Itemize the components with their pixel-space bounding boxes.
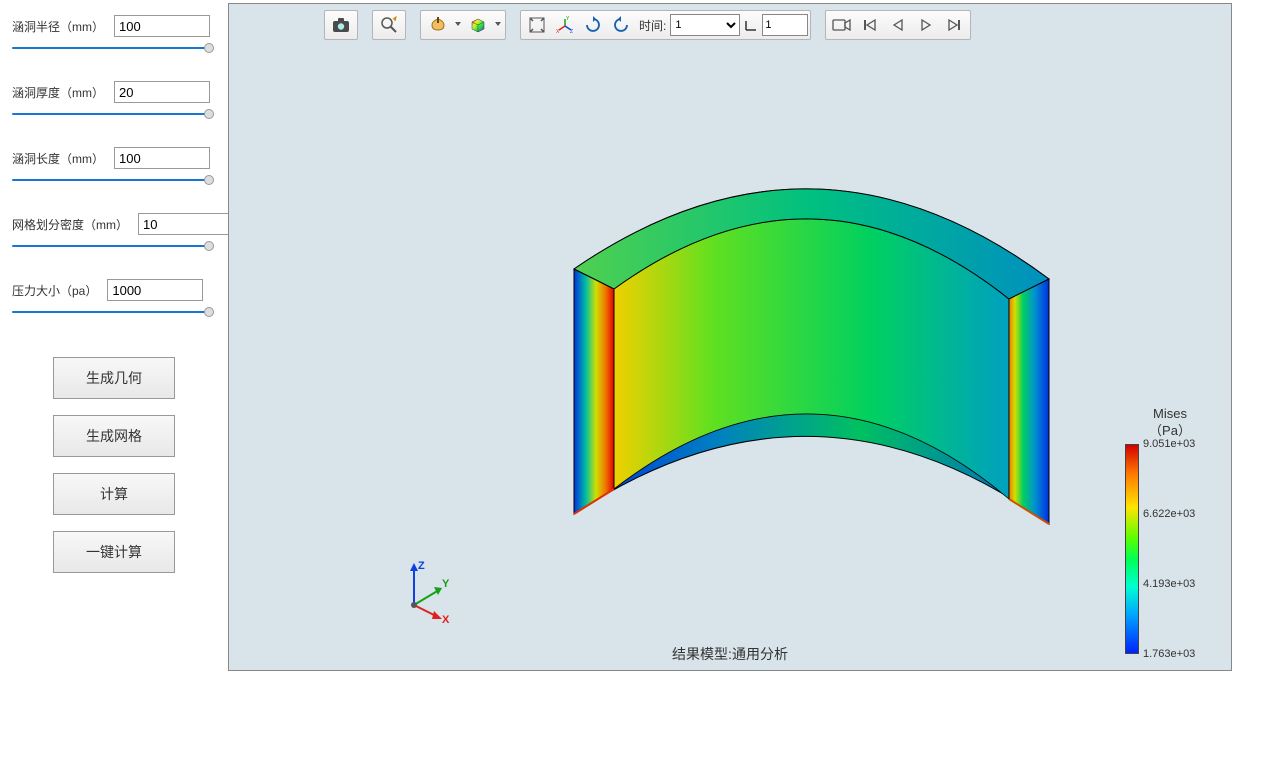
- axis-view-button[interactable]: YZX: [551, 12, 579, 38]
- axis-triad: Z Y X: [394, 555, 464, 625]
- paint-dropdown-button[interactable]: [423, 12, 463, 38]
- last-frame-button[interactable]: [940, 12, 968, 38]
- frame-spin[interactable]: [762, 14, 808, 36]
- param-input[interactable]: [114, 147, 210, 169]
- time-label: 时间:: [635, 17, 670, 34]
- prev-frame-button[interactable]: [884, 12, 912, 38]
- svg-text:Y: Y: [442, 578, 450, 590]
- cube-dropdown-button[interactable]: [463, 12, 503, 38]
- colorbar-title: Mises （Pa）: [1125, 406, 1215, 440]
- param-input[interactable]: [114, 15, 210, 37]
- svg-text:Y: Y: [566, 16, 570, 22]
- param-group-3: 网格划分密度（mm）: [12, 213, 216, 251]
- param-label: 涵洞厚度（mm）: [12, 84, 104, 101]
- generate-mesh-button[interactable]: 生成网格: [53, 415, 175, 457]
- first-frame-button[interactable]: [856, 12, 884, 38]
- rotate-ccw-button[interactable]: [607, 12, 635, 38]
- param-input[interactable]: [114, 81, 210, 103]
- fit-view-button[interactable]: [523, 12, 551, 38]
- viewport[interactable]: Y Z X 时间: 1: [228, 3, 1232, 671]
- param-group-2: 涵洞长度（mm）: [12, 147, 216, 185]
- param-group-1: 涵洞厚度（mm）: [12, 81, 216, 119]
- rotate-cw-button[interactable]: [579, 12, 607, 38]
- colorbar-gradient: [1125, 444, 1139, 654]
- generate-geometry-button[interactable]: 生成几何: [53, 357, 175, 399]
- param-label: 网格划分密度（mm）: [12, 216, 128, 233]
- param-input[interactable]: [107, 279, 203, 301]
- colorbar-tick: 9.051e+03: [1143, 438, 1195, 450]
- param-slider[interactable]: [12, 241, 210, 251]
- toolbar: YZX 时间: 1: [324, 9, 1226, 41]
- angle-icon: [744, 18, 758, 32]
- result-model-area[interactable]: Z Y X Mises （Pa）: [229, 44, 1231, 670]
- sidebar: 涵洞半径（mm） 涵洞厚度（mm） 涵洞长度（mm） 网格划分密度（mm） 压力大小（p…: [0, 0, 228, 771]
- param-slider[interactable]: [12, 109, 210, 119]
- param-label: 涵洞长度（mm）: [12, 150, 104, 167]
- play-button[interactable]: [912, 12, 940, 38]
- fea-model-render: [484, 124, 1124, 644]
- button-stack: 生成几何 生成网格 计算 一键计算: [12, 357, 216, 573]
- param-label: 涵洞半径（mm）: [12, 18, 104, 35]
- colorbar-ticks: 9.051e+036.622e+034.193e+031.763e+03: [1143, 444, 1215, 654]
- quick-zoom-button[interactable]: [375, 12, 403, 38]
- colorbar: Mises （Pa） 9.051e+036.622e+034.193e+031.…: [1125, 406, 1215, 654]
- param-group-0: 涵洞半径（mm）: [12, 15, 216, 53]
- param-slider[interactable]: [12, 307, 210, 317]
- svg-text:Z: Z: [570, 29, 573, 34]
- screenshot-button[interactable]: [327, 12, 355, 38]
- param-slider[interactable]: [12, 175, 210, 185]
- camera-anim-button[interactable]: [828, 12, 856, 38]
- param-label: 压力大小（pa）: [12, 282, 97, 299]
- svg-text:Z: Z: [418, 560, 425, 572]
- svg-text:X: X: [442, 614, 450, 625]
- colorbar-tick: 4.193e+03: [1143, 578, 1195, 590]
- compute-button[interactable]: 计算: [53, 473, 175, 515]
- param-slider[interactable]: [12, 43, 210, 53]
- colorbar-tick: 6.622e+03: [1143, 508, 1195, 520]
- colorbar-tick: 1.763e+03: [1143, 648, 1195, 660]
- time-select[interactable]: 1: [670, 14, 740, 36]
- param-group-4: 压力大小（pa）: [12, 279, 216, 317]
- one-click-compute-button[interactable]: 一键计算: [53, 531, 175, 573]
- param-input[interactable]: [138, 213, 234, 235]
- viewport-wrap: Y Z X 时间: 1: [228, 0, 1265, 771]
- model-caption: 结果模型:通用分析: [672, 644, 788, 664]
